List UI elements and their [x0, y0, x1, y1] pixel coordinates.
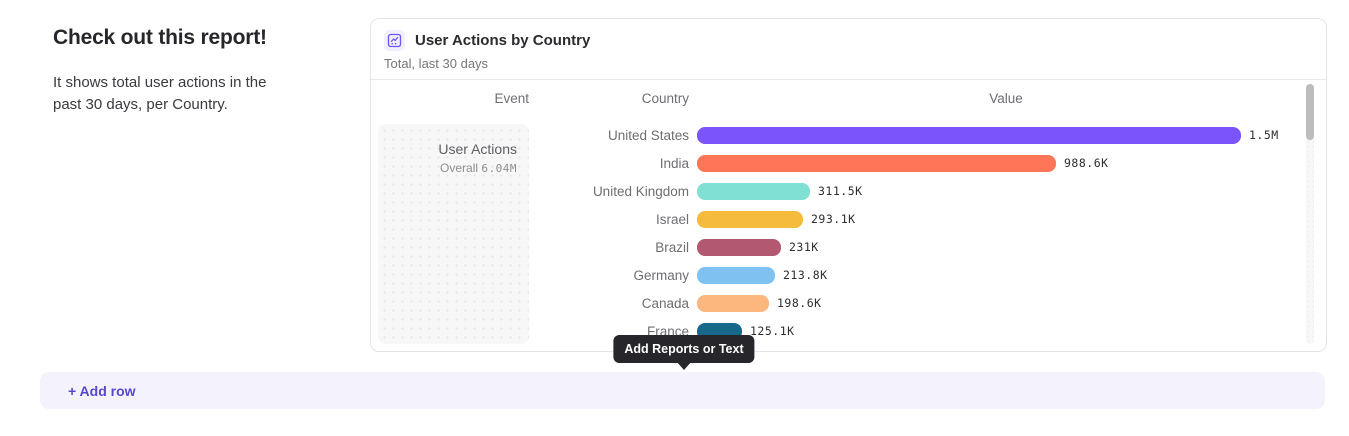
chart-row: Brazil 231K	[531, 233, 1311, 261]
country-label: France	[646, 323, 689, 339]
event-name: User Actions	[438, 141, 517, 157]
chart-row: Canada 198.6K	[531, 289, 1311, 317]
chart-row: India 988.6K	[531, 149, 1311, 177]
report-title: User Actions by Country	[415, 32, 591, 49]
country-label: Germany	[633, 267, 689, 283]
report-card-header: User Actions by Country Total, last 30 d…	[371, 19, 1326, 79]
chart-scrollbar-track[interactable]	[1306, 84, 1314, 344]
country-label: Israel	[655, 211, 689, 227]
value-label: 213.8K	[783, 268, 828, 282]
chart-row: Israel 293.1K	[531, 205, 1311, 233]
chart-row: United Kingdom 311.5K	[531, 177, 1311, 205]
value-bar[interactable]	[697, 182, 810, 200]
add-reports-tooltip: Add Reports or Text	[613, 335, 755, 363]
country-label: United States	[607, 127, 689, 143]
intro-body: It shows total user actions in the past …	[53, 74, 267, 113]
event-overall-value: 6.04M	[481, 162, 517, 175]
event-panel[interactable]: User Actions Overall 6.04M	[378, 124, 529, 344]
value-label: 125.1K	[750, 324, 795, 338]
value-label: 988.6K	[1064, 156, 1109, 170]
country-label: India	[659, 155, 689, 171]
value-bar[interactable]	[697, 126, 1241, 144]
column-header-value: Value	[989, 91, 1023, 106]
add-row-button[interactable]: + Add row	[40, 372, 1325, 409]
value-label: 231K	[789, 240, 819, 254]
card-divider	[371, 79, 1326, 80]
line-chart-icon	[384, 30, 405, 51]
country-label: Canada	[641, 295, 689, 311]
event-overall-label: Overall	[440, 161, 479, 175]
add-row-label: + Add row	[68, 382, 136, 399]
intro-text-block: Check out this report! It shows total us…	[53, 26, 303, 116]
column-header-country: Country	[641, 91, 689, 106]
value-label: 198.6K	[777, 296, 822, 310]
value-bar[interactable]	[697, 154, 1056, 172]
report-subtitle: Total, last 30 days	[384, 56, 489, 71]
value-label: 311.5K	[818, 184, 863, 198]
value-bar[interactable]	[697, 294, 769, 312]
chart-row: United States 1.5M	[531, 121, 1311, 149]
column-header-event: Event	[494, 91, 529, 106]
chart-body: Event Country Value User Actions Overall…	[371, 80, 1326, 350]
chart-row: Germany 213.8K	[531, 261, 1311, 289]
country-label: United Kingdom	[592, 183, 689, 199]
event-overall: Overall 6.04M	[378, 161, 517, 175]
intro-title: Check out this report!	[53, 26, 267, 49]
bar-rows: United States 1.5M India 988.6K United Kingd…	[531, 121, 1311, 345]
value-bar[interactable]	[697, 266, 775, 284]
chart-scrollbar-thumb[interactable]	[1306, 84, 1314, 140]
value-label: 293.1K	[811, 212, 856, 226]
country-label: Brazil	[655, 239, 689, 255]
value-bar[interactable]	[697, 238, 781, 256]
add-reports-tooltip-arrow	[676, 361, 692, 370]
value-label: 1.5M	[1249, 128, 1279, 142]
value-bar[interactable]	[697, 210, 803, 228]
report-card[interactable]: User Actions by Country Total, last 30 d…	[370, 18, 1327, 352]
